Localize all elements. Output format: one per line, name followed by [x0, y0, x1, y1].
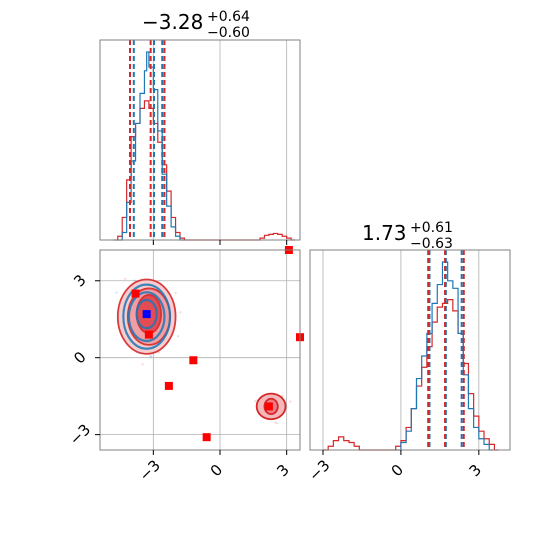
joint-red-marker-0 [131, 289, 140, 298]
joint-xtick-label-0: −3 [136, 456, 164, 484]
joint-sample-sec-7 [254, 399, 257, 403]
joint-xtick-label-1: 0 [207, 461, 226, 480]
hist-panel-param2: −3 0 3 1.73 +0.61 −0.63 [305, 220, 511, 485]
hist1-frame [99, 39, 301, 241]
hist2-xtick-label-1: 0 [388, 461, 407, 480]
hist1-bars [113, 51, 296, 241]
hist1-grid [152, 40, 288, 240]
joint-ytick-label-0: −3 [66, 420, 94, 448]
hist2-xtick-label-2: 3 [466, 461, 485, 480]
joint-ytick-label-2: 3 [70, 271, 89, 290]
joint-contours [116, 278, 287, 421]
joint-sample-sec-13 [289, 400, 292, 403]
joint-red-marker-2 [189, 356, 198, 365]
joint-sample-39 [150, 355, 153, 358]
joint-panel: −3 0 3 −3 0 3 [66, 246, 304, 485]
hist2-title-minus: −0.63 [410, 236, 453, 252]
hist2-bars [322, 261, 499, 451]
joint-frame [99, 249, 301, 451]
joint-xtick-label-2: 3 [273, 461, 292, 480]
hist2-frame [309, 249, 511, 451]
joint-sample-12 [176, 335, 180, 338]
joint-sample-137 [133, 279, 136, 282]
joint-x-ticks: −3 0 3 [136, 450, 293, 485]
joint-sample-sec-12 [276, 422, 279, 425]
hist1-red-step [113, 100, 296, 241]
hist-panel-param1: −3.28 +0.64 −0.60 [99, 9, 301, 245]
hist2-quantile-lines [427, 250, 465, 450]
joint-blue-contour-2 [122, 283, 172, 350]
joint-blue-contour-1 [127, 291, 166, 343]
hist1-title-plus: +0.64 [207, 9, 250, 25]
joint-red-marker-5 [264, 402, 273, 411]
joint-sample-26 [141, 363, 144, 366]
hist2-xtick-label-0: −3 [305, 456, 333, 484]
joint-sample-34 [174, 291, 177, 295]
hist1-ticks [152, 240, 288, 245]
joint-blue-contour-0 [135, 298, 158, 330]
joint-red-marker-4 [202, 433, 211, 442]
joint-sample-110 [124, 277, 127, 280]
joint-sample-sec-15 [274, 421, 277, 424]
hist2-grid [322, 250, 480, 450]
joint-sample-18 [179, 311, 182, 314]
joint-y-ticks: −3 0 3 [66, 271, 100, 449]
joint-red-marker-1 [144, 330, 153, 339]
hist2-title-value: 1.73 [362, 221, 407, 245]
joint-sample-119 [149, 355, 152, 358]
joint-blue-marker [142, 310, 151, 319]
hist1-title-minus: −0.60 [207, 25, 250, 41]
hist1-title-value: −3.28 [142, 10, 203, 34]
hist2-title-plus: +0.61 [410, 220, 453, 236]
hist1-blue-step [117, 51, 184, 241]
joint-sample-59 [115, 291, 118, 294]
joint-red-marker-3 [164, 381, 173, 390]
joint-ytick-label-1: 0 [70, 348, 89, 367]
hist2-ticks: −3 0 3 [305, 450, 485, 485]
hist1-quantile-lines [129, 40, 166, 240]
